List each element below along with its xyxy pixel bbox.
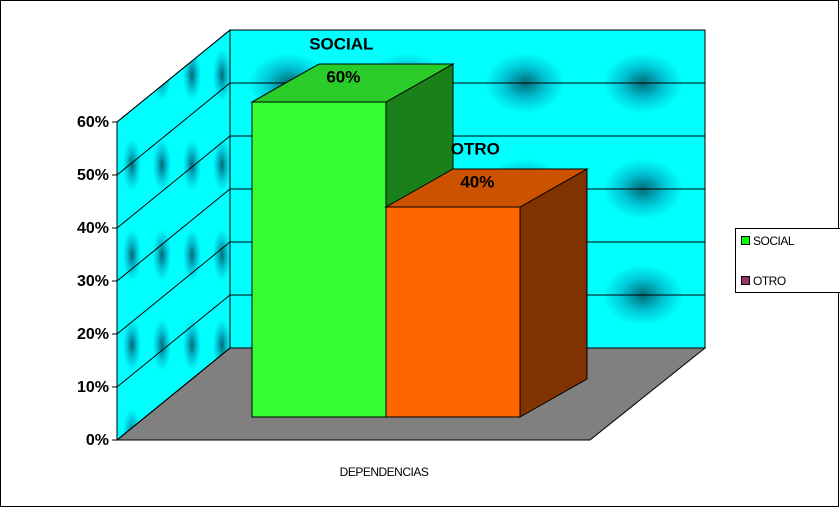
bar: [252, 102, 386, 417]
series-label: OTRO: [451, 139, 500, 158]
y-tick-label: 50%: [77, 167, 109, 184]
y-tick-label: 0%: [86, 432, 109, 449]
y-tick-label: 20%: [77, 326, 109, 343]
x-tick-label: DEPENDENCIAS: [340, 465, 429, 479]
legend-label: SOCIAL: [753, 234, 795, 248]
legend-swatch: [742, 237, 750, 245]
legend-label: OTRO: [753, 274, 786, 288]
y-tick-label: 60%: [77, 114, 109, 131]
series-label: SOCIAL: [309, 34, 373, 53]
legend-swatch: [742, 277, 750, 285]
bar-side: [520, 169, 587, 417]
bar: [386, 207, 520, 417]
y-tick-label: 30%: [77, 273, 109, 290]
data-label: 40%: [460, 172, 494, 191]
y-tick-label: 40%: [77, 220, 109, 237]
data-label: 60%: [326, 67, 360, 86]
y-tick-label: 10%: [77, 379, 109, 396]
